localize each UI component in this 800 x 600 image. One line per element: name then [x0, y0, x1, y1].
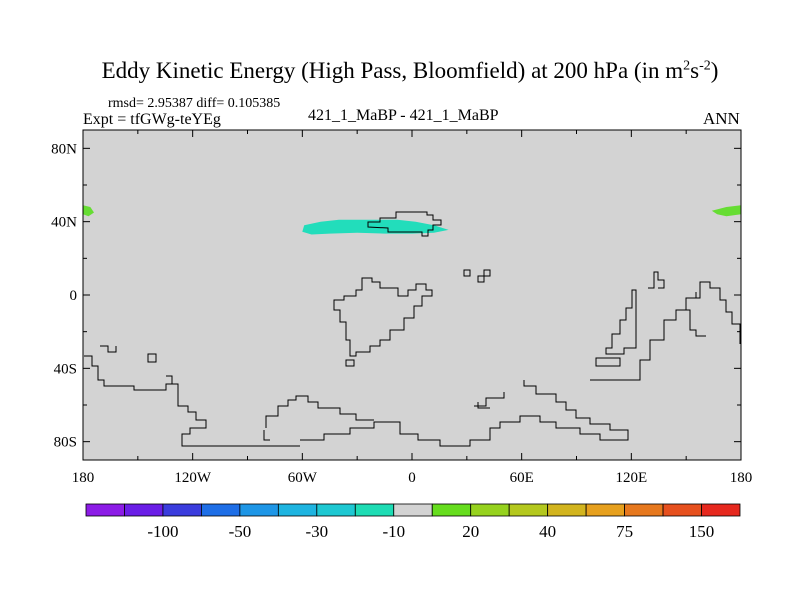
colorbar-swatch [393, 503, 433, 517]
title-main: Eddy Kinetic Energy (High Pass, Bloomfie… [101, 58, 684, 83]
colorbar-label: 20 [462, 522, 479, 541]
colorbar-label: 150 [689, 522, 715, 541]
plot-title: Eddy Kinetic Energy (High Pass, Bloomfie… [0, 58, 800, 84]
lon-tick-label: 180 [72, 470, 95, 486]
colorbar-label: -30 [305, 522, 328, 541]
anomaly-patch-2 [711, 205, 741, 217]
experiment-text: Expt = tfGWg-teYEg [83, 111, 221, 128]
case-text: 421_1_MaBP - 421_1_MaBP [308, 107, 499, 124]
colorbar-swatch [316, 503, 356, 517]
colorbar-label: 40 [539, 522, 556, 541]
colorbar-swatch [239, 503, 279, 517]
lon-tick-label: 0 [408, 470, 416, 486]
colorbar: -100 -50 -30 -10 20 40 75 150 [85, 503, 741, 541]
lon-tick-label: 120E [615, 470, 647, 486]
colorbar-swatch [508, 503, 549, 517]
lon-tick-label: 180 [730, 470, 753, 486]
colorbar-label: -10 [382, 522, 405, 541]
colorbar-label: -100 [147, 522, 178, 541]
title-mid: s [690, 58, 700, 83]
colorbar-swatch [201, 503, 241, 517]
map-background [83, 130, 741, 460]
stats-text: rmsd= 2.95387 diff= 0.105385 [108, 96, 281, 111]
lon-tick-label: 60E [510, 470, 534, 486]
colorbar-label: -50 [229, 522, 252, 541]
coastlines [84, 211, 741, 447]
lat-tick-label: 80S [54, 435, 77, 451]
colorbar-swatch [354, 503, 395, 517]
title-end: ) [710, 58, 719, 83]
season-text: ANN [703, 109, 740, 128]
map-axes: 80N 40N 0 40S 80S 180 120W 60W 0 60E 120E 180 [51, 130, 752, 486]
colorbar-swatch [662, 503, 702, 517]
anomaly-patch-1 [83, 205, 94, 217]
colorbar-swatch [124, 503, 164, 517]
lat-tick-label: 40N [51, 215, 77, 231]
colorbar-swatch [701, 503, 741, 517]
lat-tick-label: 40S [54, 361, 77, 377]
colorbar-swatch [624, 503, 664, 517]
title-sup-1: 2 [683, 58, 691, 74]
title-sup-2: -2 [699, 58, 711, 74]
lon-tick-label: 60W [288, 470, 318, 486]
lon-tick-label: 120W [174, 470, 212, 486]
lat-tick-label: 0 [70, 288, 78, 304]
colorbar-swatch [547, 503, 587, 517]
colorbar-swatch [431, 503, 472, 517]
colorbar-swatch [162, 503, 202, 517]
colorbar-label: 75 [616, 522, 633, 541]
colorbar-swatch [85, 503, 125, 517]
colorbar-swatch [470, 503, 510, 517]
colorbar-swatch [277, 503, 318, 517]
colorbar-swatch [585, 503, 625, 517]
lat-tick-label: 80N [51, 141, 77, 157]
